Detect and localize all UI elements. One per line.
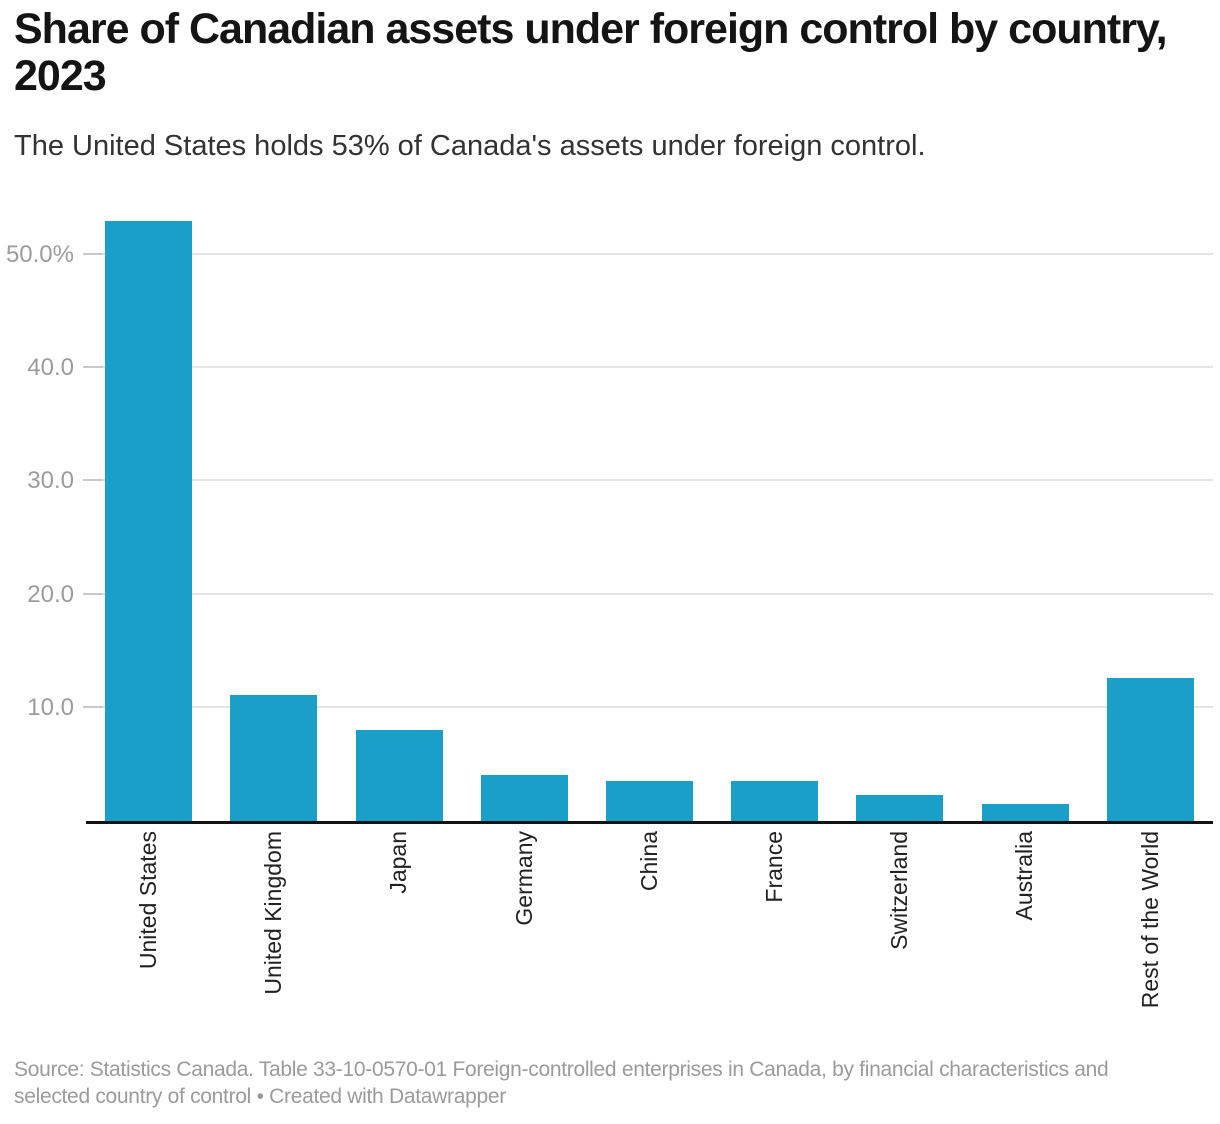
x-label-slot: Rest of the World	[1088, 831, 1213, 1008]
bar-column	[211, 695, 336, 821]
bar-column	[712, 781, 837, 821]
plot-area: 10.0 20.0 30.0 40.0 50.0%	[6, 221, 1213, 824]
y-tick-label: 20.0	[27, 580, 74, 608]
gridline	[83, 592, 1213, 595]
bars	[86, 221, 1213, 821]
y-tick-label: 40.0	[27, 354, 74, 382]
x-label-slot: Japan	[336, 831, 461, 894]
bar-column	[86, 221, 211, 821]
bar[interactable]	[856, 795, 944, 821]
x-axis-label: Japan	[385, 831, 412, 894]
bar-column	[462, 774, 587, 821]
bar[interactable]	[230, 695, 318, 821]
bar[interactable]	[355, 730, 443, 821]
x-label-slot: France	[712, 831, 837, 903]
gridline	[83, 253, 1213, 255]
bar[interactable]	[731, 781, 819, 821]
bar[interactable]	[1106, 678, 1194, 821]
y-tick-label: 30.0	[27, 467, 74, 495]
x-label-slot: China	[587, 831, 712, 891]
bar[interactable]	[981, 804, 1069, 821]
x-label-slot: Germany	[462, 831, 587, 926]
bar-column	[336, 730, 461, 821]
x-axis-label: Switzerland	[886, 831, 913, 950]
chart-title-line2: 2023	[14, 52, 107, 100]
bar[interactable]	[105, 221, 193, 821]
bar-column	[1088, 678, 1213, 821]
source-note-line2: selected country of control • Created wi…	[14, 1085, 506, 1108]
x-label-slot: Switzerland	[837, 831, 962, 950]
y-tick-label: 10.0	[27, 693, 74, 721]
bar[interactable]	[480, 774, 568, 821]
bar-column	[587, 781, 712, 821]
y-tick-label: 50.0%	[5, 241, 74, 268]
source-note: Source: Statistics Canada. Table 33-10-0…	[14, 1056, 1210, 1110]
x-axis-label: United States	[134, 831, 161, 970]
bar-column	[963, 804, 1088, 821]
chart-title: Share of Canadian assets under foreign c…	[14, 6, 1200, 100]
gridline	[83, 705, 1213, 708]
x-axis-label: Australia	[1011, 831, 1038, 921]
x-label-slot: United States	[86, 831, 211, 969]
x-axis-label: China	[635, 831, 662, 892]
x-axis-label: France	[761, 831, 788, 903]
x-axis-label: United Kingdom	[260, 831, 287, 995]
bar[interactable]	[605, 781, 693, 821]
chart-title-line1: Share of Canadian assets under foreign c…	[14, 5, 1168, 53]
gridline	[83, 479, 1213, 482]
source-note-line1: Source: Statistics Canada. Table 33-10-0…	[14, 1058, 1109, 1081]
chart-subtitle: The United States holds 53% of Canada's …	[14, 130, 926, 162]
bar-column	[837, 795, 962, 821]
x-axis-label: Germany	[510, 831, 537, 926]
x-axis-labels: United States United Kingdom Japan Germany C…	[86, 831, 1213, 1041]
gridline	[83, 366, 1213, 369]
x-label-slot: United Kingdom	[211, 831, 336, 995]
x-axis-label: Rest of the World	[1136, 831, 1163, 1009]
x-label-slot: Australia	[963, 831, 1088, 920]
